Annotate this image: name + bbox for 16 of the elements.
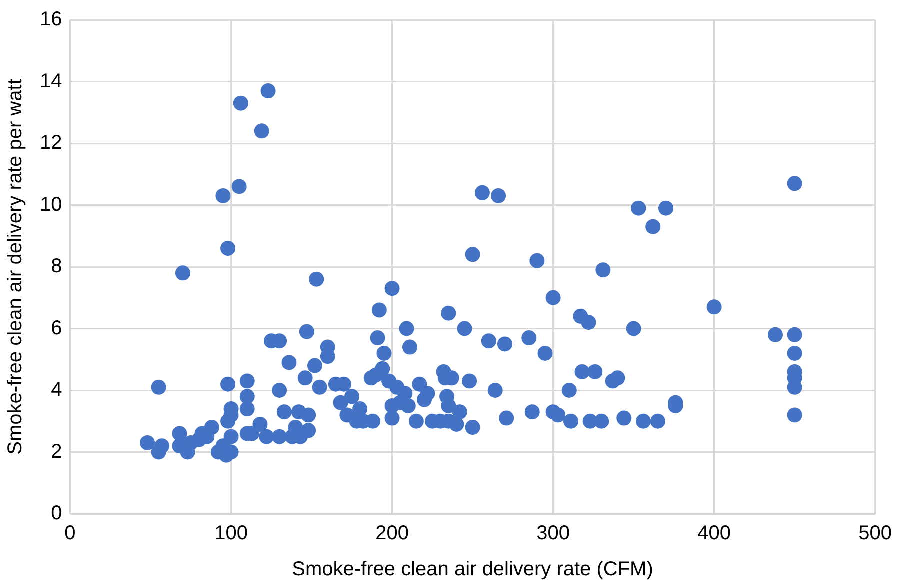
y-tick-label: 10 bbox=[40, 194, 62, 216]
y-axis-title: Smoke-free clean air delivery rate per watt bbox=[4, 78, 27, 455]
y-tick-label: 8 bbox=[51, 256, 62, 278]
x-tick-label: 500 bbox=[858, 522, 892, 545]
x-tick-label: 300 bbox=[536, 522, 570, 545]
y-tick-label: 2 bbox=[51, 440, 62, 463]
x-tick-label: 200 bbox=[376, 522, 409, 545]
y-tick-label: 14 bbox=[40, 70, 62, 92]
y-tick-label: 0 bbox=[51, 502, 62, 525]
y-tick-label: 16 bbox=[40, 8, 62, 31]
y-tick-label: 4 bbox=[51, 379, 62, 402]
x-tick-label: 100 bbox=[214, 522, 248, 545]
x-tick-label: 400 bbox=[698, 522, 731, 545]
y-tick-label: 6 bbox=[51, 317, 62, 340]
x-axis-title: Smoke-free clean air delivery rate (CFM) bbox=[292, 558, 654, 581]
y-tick-label: 12 bbox=[40, 132, 62, 154]
